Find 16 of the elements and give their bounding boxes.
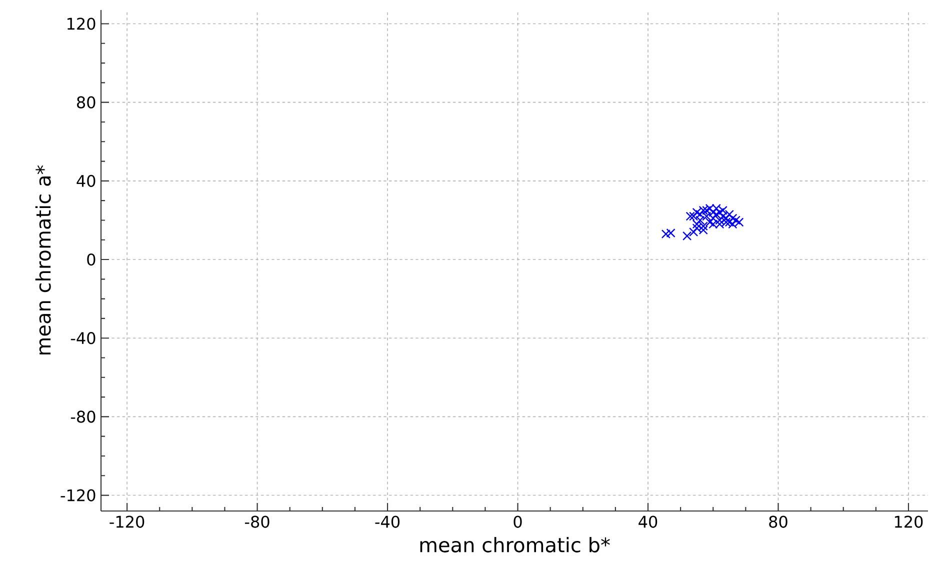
x-axis-title: mean chromatic b* [420,536,610,552]
y-axis-title: mean chromatic a* [35,165,51,354]
y-tick-label: 120 [68,18,96,30]
y-tick-label: -80 [70,410,96,423]
x-tick-label: 80 [769,516,788,528]
x-tick-label: 0 [514,516,522,528]
x-tick-label: 40 [638,516,658,528]
y-tick-label: -40 [70,332,96,344]
x-tick-label: -120 [110,516,144,528]
x-tick-label: -80 [244,516,270,528]
y-tick-label: -120 [60,489,96,502]
y-tick-label: 80 [77,96,96,108]
x-tick-label: 120 [894,516,923,528]
y-tick-label: 40 [76,174,96,187]
y-tick-label: 0 [87,253,96,266]
x-tick-label: -40 [375,516,400,528]
